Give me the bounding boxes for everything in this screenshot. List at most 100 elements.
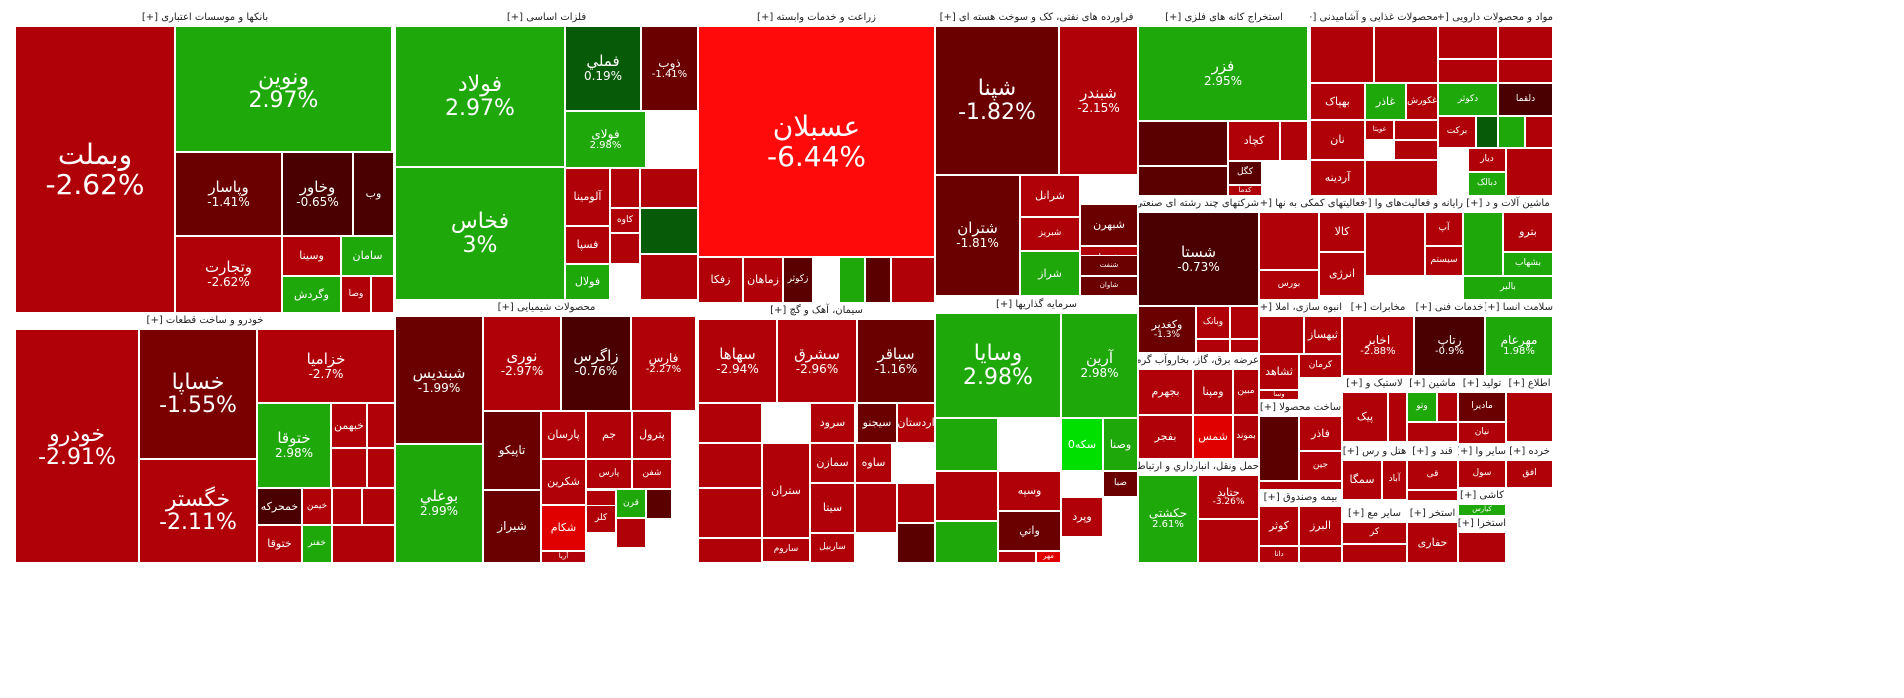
treemap-tile-small[interactable] <box>1525 116 1553 148</box>
treemap-tile-small[interactable] <box>1438 26 1498 59</box>
treemap-tile[interactable]: وپرد <box>1061 497 1103 537</box>
sector-title[interactable]: استخراج کانه های فلزی [+] <box>1165 12 1283 23</box>
treemap-tile[interactable]: خیمن <box>302 488 332 525</box>
treemap-tile[interactable]: مبین <box>1233 369 1259 415</box>
treemap-tile[interactable]: شپنا -1.82% <box>935 26 1059 175</box>
treemap-tile[interactable]: فولاد 2.97% <box>395 26 565 167</box>
treemap-tile[interactable]: سیستم <box>1425 246 1463 276</box>
treemap-tile[interactable]: ساربیل <box>810 533 855 563</box>
treemap-tile[interactable]: ثبهساز <box>1304 316 1342 354</box>
treemap-tile-small[interactable] <box>332 525 395 563</box>
treemap-tile[interactable]: وبانک <box>1196 306 1230 339</box>
treemap-tile[interactable]: خودرو -2.91% <box>15 329 139 563</box>
treemap-tile[interactable]: وصا <box>341 276 371 313</box>
sector-title[interactable]: انبوه سازی، املا [+] <box>1259 302 1342 313</box>
treemap-tile[interactable]: غاذر <box>1365 83 1406 120</box>
treemap-tile-small[interactable] <box>855 483 897 533</box>
treemap-tile[interactable]: وبملت -2.62% <box>15 26 175 313</box>
treemap-tile-small[interactable] <box>371 276 394 313</box>
treemap-tile[interactable]: شاوان <box>1080 276 1138 296</box>
treemap-tile-small[interactable] <box>1506 488 1553 490</box>
sector-title[interactable]: سایر وا [+] <box>1458 446 1506 457</box>
treemap-tile[interactable]: بشهاب <box>1503 252 1553 276</box>
sector-title[interactable]: ماشین [+] <box>1409 378 1456 389</box>
treemap-tile[interactable]: کوثر <box>1259 506 1299 546</box>
treemap-tile-small[interactable] <box>640 254 698 300</box>
treemap-tile-small[interactable] <box>1280 121 1308 161</box>
treemap-tile[interactable]: واتي <box>998 511 1061 551</box>
treemap-tile[interactable]: وتو <box>1407 392 1437 422</box>
treemap-tile[interactable]: بموند <box>1233 415 1259 459</box>
treemap-tile[interactable]: حفاری <box>1407 522 1458 563</box>
treemap-tile[interactable]: فملي 0.19% <box>565 26 641 111</box>
treemap-tile[interactable]: حکشتی 2.61% <box>1138 475 1198 563</box>
treemap-tile[interactable]: عسبلان -6.44% <box>698 26 935 257</box>
treemap-tile[interactable]: خساپا -1.55% <box>139 329 257 459</box>
treemap-tile[interactable] <box>1506 392 1553 442</box>
sector-title[interactable]: استخرا [+] <box>1458 518 1506 529</box>
treemap-tile[interactable]: نان <box>1310 120 1365 160</box>
treemap-tile[interactable]: بفجر <box>1138 415 1193 459</box>
treemap-tile[interactable]: سول <box>1458 460 1506 488</box>
treemap-tile[interactable]: شبندر -2.15% <box>1059 26 1138 175</box>
treemap-tile-small[interactable] <box>1498 116 1525 148</box>
treemap-tile[interactable]: بوعلي 2.99% <box>395 444 483 563</box>
treemap-tile-small[interactable] <box>1437 392 1458 422</box>
treemap-tile[interactable]: شبریز <box>1020 217 1080 251</box>
treemap-tile[interactable]: ستران <box>762 443 810 538</box>
treemap-tile[interactable]: فولای 2.98% <box>565 111 646 168</box>
treemap-tile[interactable]: خزامیا -2.7% <box>257 329 395 403</box>
treemap-tile[interactable]: دیار <box>1468 148 1506 172</box>
treemap-tile[interactable]: سرود <box>810 403 855 443</box>
treemap-tile-small[interactable] <box>1438 59 1498 83</box>
treemap-tile[interactable]: فاذر <box>1299 416 1342 451</box>
treemap-tile[interactable]: وگردش <box>282 276 341 313</box>
treemap-tile-small[interactable] <box>367 448 395 488</box>
treemap-tile[interactable]: سباقر -1.16% <box>857 319 935 403</box>
sector-title[interactable]: تولید [+] <box>1462 378 1502 389</box>
treemap-tile[interactable]: دانا <box>1259 546 1299 563</box>
treemap-tile[interactable]: بالبر <box>1463 276 1553 300</box>
sector-title[interactable]: سایر مع [+] <box>1348 508 1401 519</box>
sector-title[interactable]: مواد و محصولات دارویی [+] <box>1438 12 1553 23</box>
treemap-tile-small[interactable] <box>1259 316 1304 354</box>
treemap-tile[interactable]: ثشاهد <box>1259 354 1299 390</box>
sector-title[interactable]: ساخت محصولا [+] <box>1259 402 1342 413</box>
treemap-tile-small[interactable] <box>1198 519 1259 563</box>
treemap-tile[interactable]: ذوب -1.41% <box>641 26 698 111</box>
treemap-tile[interactable]: آباد <box>1382 460 1407 500</box>
treemap-tile[interactable]: شراز <box>1020 251 1080 296</box>
treemap-tile-small[interactable] <box>640 168 698 208</box>
treemap-tile[interactable]: شکرین <box>541 459 586 505</box>
treemap-tile[interactable]: خمحرکه <box>257 488 302 525</box>
sector-title[interactable]: سلامت انسا [+] <box>1485 302 1553 313</box>
treemap-tile-small[interactable] <box>610 168 640 208</box>
sector-title[interactable]: خرده [+] <box>1509 446 1550 457</box>
sector-title[interactable]: عرضه برق، گاز، بخاروآب گرم [+] <box>1138 355 1259 366</box>
treemap-tile[interactable]: کیارس <box>1458 504 1506 516</box>
treemap-tile[interactable]: کگل <box>1228 161 1262 185</box>
treemap-tile-small[interactable] <box>1407 490 1458 501</box>
treemap-tile[interactable]: وپاسار -1.41% <box>175 152 282 236</box>
treemap-tile[interactable]: جین <box>1299 451 1342 481</box>
treemap-tile[interactable]: قی <box>1407 460 1458 490</box>
treemap-tile[interactable]: سیتا <box>810 483 855 533</box>
treemap-tile[interactable]: بترو <box>1503 212 1553 252</box>
treemap-tile[interactable]: ساروم <box>762 538 810 562</box>
treemap-tile[interactable]: وکغدیر -1.3% <box>1138 306 1196 353</box>
treemap-tile[interactable]: افق <box>1506 460 1553 488</box>
treemap-tile[interactable]: آپ <box>1425 212 1463 246</box>
treemap-tile[interactable]: شیراز <box>483 490 541 563</box>
treemap-tile-small[interactable] <box>1299 546 1342 563</box>
treemap-tile[interactable]: انرژی <box>1319 252 1365 296</box>
treemap-tile-small[interactable] <box>1365 160 1438 196</box>
treemap-tile[interactable]: زفکا <box>698 257 743 303</box>
sector-title[interactable]: ماشین آلات و د [+] <box>1466 198 1550 209</box>
treemap-tile[interactable]: دلقما <box>1498 83 1553 116</box>
treemap-tile[interactable]: وب <box>353 152 394 236</box>
treemap-tile[interactable]: اخابر -2.88% <box>1342 316 1414 376</box>
treemap-tile-small[interactable] <box>698 443 762 488</box>
treemap-tile-small[interactable] <box>1259 212 1319 270</box>
treemap-tile-small[interactable] <box>1498 26 1553 59</box>
treemap-tile-small[interactable] <box>646 489 672 519</box>
